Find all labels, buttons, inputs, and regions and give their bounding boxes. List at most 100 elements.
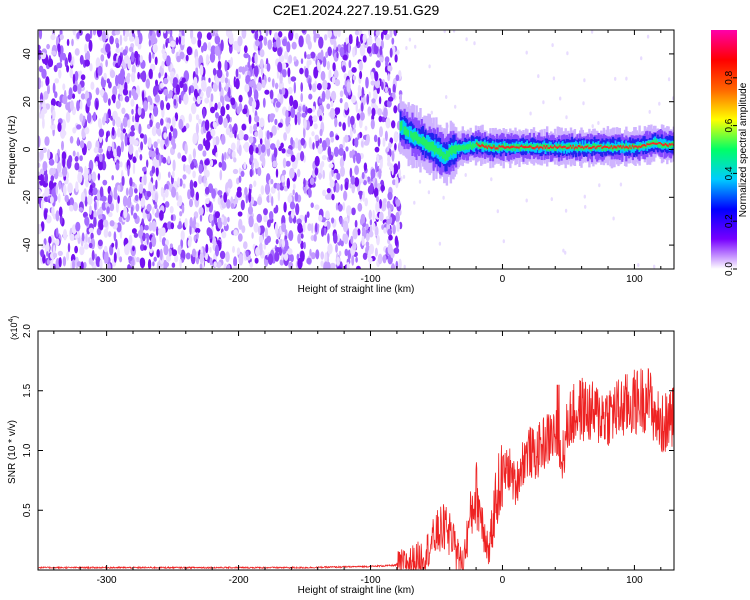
noise-speckle xyxy=(233,256,238,268)
noise-speckle xyxy=(156,249,160,258)
noise-speckle xyxy=(362,252,368,260)
noise-speckle xyxy=(121,175,125,187)
ridge-cell xyxy=(530,145,532,148)
ridge-cell xyxy=(633,143,635,150)
noise-speckle xyxy=(328,163,334,169)
noise-speckle xyxy=(388,234,393,241)
ridge-cell xyxy=(658,142,660,144)
noise-speckle xyxy=(38,30,43,40)
noise-speckle xyxy=(168,131,172,141)
noise-speckle xyxy=(248,136,254,144)
noise-speckle xyxy=(52,252,58,259)
noise-speckle xyxy=(119,95,124,102)
noise-speckle xyxy=(278,122,283,128)
noise-speckle xyxy=(295,203,300,216)
colorbar-tick-label: 0.0 xyxy=(724,262,735,276)
noise-speckle xyxy=(192,170,196,179)
noise-speckle xyxy=(329,170,332,183)
ridge-cell xyxy=(668,143,671,146)
noise-speckle xyxy=(141,218,144,227)
ridge-cell xyxy=(672,144,674,146)
noise-speckle xyxy=(383,107,388,119)
ridge-cell xyxy=(432,141,435,152)
ridge-cell xyxy=(406,128,408,136)
noise-speckle xyxy=(132,115,135,123)
noise-speckle xyxy=(366,133,370,145)
ridge-cell xyxy=(539,143,541,148)
ridge-cell xyxy=(491,146,494,149)
noise-speckle xyxy=(115,47,121,54)
noise-speckle xyxy=(371,98,376,104)
ridge-cell xyxy=(515,146,518,149)
ridge-cell xyxy=(656,142,659,145)
noise-speckle xyxy=(350,115,355,126)
noise-speckle xyxy=(169,206,174,214)
ridge-cell xyxy=(565,144,568,150)
noise-speckle xyxy=(210,93,214,103)
noise-speckle xyxy=(257,143,262,156)
ridge-cell xyxy=(573,147,576,150)
noise-speckle xyxy=(155,147,159,155)
noise-speckle xyxy=(370,182,374,193)
noise-speckle xyxy=(171,47,175,54)
noise-speckle xyxy=(69,100,74,111)
noise-speckle xyxy=(325,89,331,100)
noise-speckle xyxy=(47,58,54,68)
noise-speckle-faint xyxy=(598,183,601,188)
noise-speckle xyxy=(376,153,380,163)
ridge-cell xyxy=(514,146,516,149)
noise-speckle xyxy=(386,218,391,225)
noise-speckle xyxy=(48,236,52,244)
noise-speckle xyxy=(295,137,299,143)
noise-speckle xyxy=(336,51,339,59)
noise-speckle xyxy=(320,251,325,260)
noise-speckle xyxy=(335,202,339,211)
ridge-cell xyxy=(490,146,492,150)
noise-speckle xyxy=(238,94,243,103)
noise-speckle xyxy=(357,133,360,140)
noise-speckle xyxy=(320,49,324,61)
noise-speckle xyxy=(186,46,193,56)
noise-speckle xyxy=(303,177,306,188)
noise-speckle xyxy=(309,248,312,257)
noise-speckle xyxy=(342,201,346,211)
noise-speckle xyxy=(134,36,140,47)
noise-speckle xyxy=(365,233,370,242)
noise-speckle xyxy=(69,68,74,79)
noise-speckle xyxy=(367,106,372,115)
noise-speckle xyxy=(96,227,102,236)
noise-speckle xyxy=(199,91,204,98)
noise-speckle xyxy=(310,202,314,208)
noise-speckle xyxy=(60,127,66,139)
ridge-cell xyxy=(546,145,548,152)
noise-speckle xyxy=(220,199,224,205)
noise-speckle xyxy=(115,201,119,213)
noise-speckle xyxy=(190,161,195,170)
ridge-cell xyxy=(664,142,667,145)
noise-speckle xyxy=(235,78,240,90)
ridge-cell xyxy=(612,147,614,150)
noise-speckle xyxy=(115,42,120,49)
noise-speckle xyxy=(252,103,255,114)
ridge-cell xyxy=(658,142,660,149)
noise-speckle-faint xyxy=(405,46,408,50)
noise-speckle xyxy=(218,81,222,92)
noise-speckle xyxy=(320,70,326,81)
noise-speckle xyxy=(50,34,56,41)
noise-speckle xyxy=(212,82,218,92)
noise-speckle xyxy=(189,217,193,227)
noise-speckle xyxy=(254,160,259,169)
noise-speckle xyxy=(379,199,382,209)
noise-speckle xyxy=(314,204,320,210)
noise-speckle xyxy=(344,181,349,191)
noise-speckle-faint xyxy=(653,264,656,269)
noise-speckle xyxy=(182,183,186,189)
noise-speckle xyxy=(373,89,378,101)
noise-speckle xyxy=(251,196,255,205)
ridge-cell xyxy=(415,131,417,141)
noise-speckle xyxy=(94,200,97,211)
noise-speckle xyxy=(46,43,50,50)
noise-speckle xyxy=(326,60,330,71)
noise-speckle xyxy=(248,81,254,87)
noise-speckle-faint xyxy=(637,263,640,267)
